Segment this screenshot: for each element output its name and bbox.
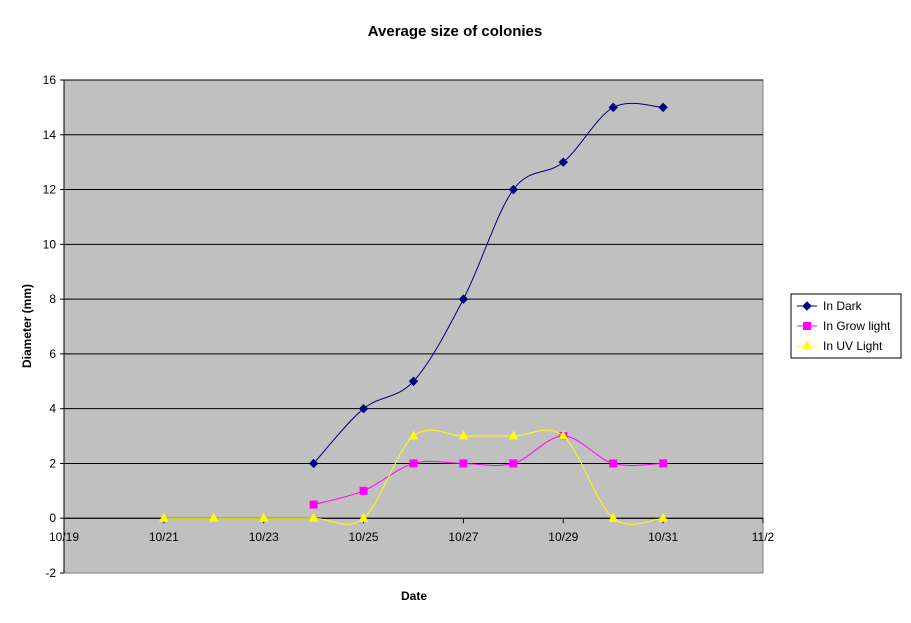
data-point-in-uv-light xyxy=(358,512,369,522)
legend-label-in-grow-light: In Grow light xyxy=(823,319,891,333)
legend-label-in-uv-light: In UV Light xyxy=(823,339,883,353)
data-point-in-grow-light xyxy=(509,459,518,468)
y-tick-label: 10 xyxy=(43,237,57,251)
series-line-in-grow-light xyxy=(313,435,664,506)
series-layer xyxy=(159,102,668,525)
x-axis-title: Date xyxy=(401,589,427,603)
data-point-in-dark xyxy=(558,157,568,167)
data-point-in-dark xyxy=(608,102,618,113)
data-point-in-dark xyxy=(508,184,519,195)
x-tick-label: 10/21 xyxy=(149,530,179,544)
data-point-in-uv-light xyxy=(159,512,169,522)
legend-marker-in-grow-light xyxy=(803,322,811,330)
y-tick-label: 16 xyxy=(43,73,57,87)
legend-marker-in-uv-light xyxy=(802,340,812,350)
data-point-in-uv-light xyxy=(408,430,419,440)
plot-area xyxy=(63,79,764,574)
y-tick-label: 12 xyxy=(43,183,57,197)
data-point-in-uv-light xyxy=(558,430,569,440)
x-tick-label: 10/31 xyxy=(648,530,678,544)
data-point-in-dark xyxy=(458,294,469,304)
y-tick-label: -2 xyxy=(45,566,56,580)
x-tick-label: 10/23 xyxy=(249,530,279,544)
data-point-in-dark xyxy=(408,376,419,386)
data-point-in-grow-light xyxy=(609,459,618,468)
data-point-in-grow-light xyxy=(459,459,468,468)
legend-marker-in-dark xyxy=(802,301,812,311)
data-point-in-uv-light xyxy=(258,512,269,522)
data-point-in-uv-light xyxy=(658,512,668,522)
data-point-in-uv-light xyxy=(208,512,219,522)
data-point-in-uv-light xyxy=(458,430,469,440)
data-point-in-uv-light xyxy=(508,430,519,440)
data-point-in-dark xyxy=(308,458,319,469)
data-point-in-uv-light xyxy=(608,512,619,522)
data-point-in-dark xyxy=(658,102,668,113)
data-point-in-grow-light xyxy=(409,459,418,468)
y-tick-label: 4 xyxy=(49,402,56,416)
y-tick-label: 2 xyxy=(49,456,56,470)
data-point-in-grow-light xyxy=(359,486,368,495)
y-tick-label: 0 xyxy=(49,511,56,525)
data-point-in-uv-light xyxy=(308,512,319,522)
legend: In Dark In Grow light In UV Light xyxy=(790,293,902,359)
chart-title: Average size of colonies xyxy=(368,23,543,40)
data-point-in-grow-light xyxy=(309,500,318,509)
series-line-in-dark xyxy=(313,102,664,464)
y-tick-label: 14 xyxy=(43,128,57,142)
x-tick-label: 10/27 xyxy=(448,530,478,544)
x-tick-label: 10/19 xyxy=(49,530,79,544)
series-in-dark xyxy=(308,102,668,469)
x-tick-label: 10/25 xyxy=(349,530,379,544)
x-tick-label: 11/2 xyxy=(752,530,775,544)
y-tick-label: 6 xyxy=(49,347,56,361)
data-point-in-grow-light xyxy=(659,459,668,468)
grid-lines xyxy=(64,79,763,519)
data-point-in-dark xyxy=(358,403,369,414)
legend-label-in-dark: In Dark xyxy=(823,299,863,313)
y-axis-title: Diameter (mm) xyxy=(20,284,34,368)
series-in-uv-light xyxy=(159,429,668,525)
y-tick-label: 8 xyxy=(49,292,56,306)
x-tick-label: 10/29 xyxy=(548,530,578,544)
